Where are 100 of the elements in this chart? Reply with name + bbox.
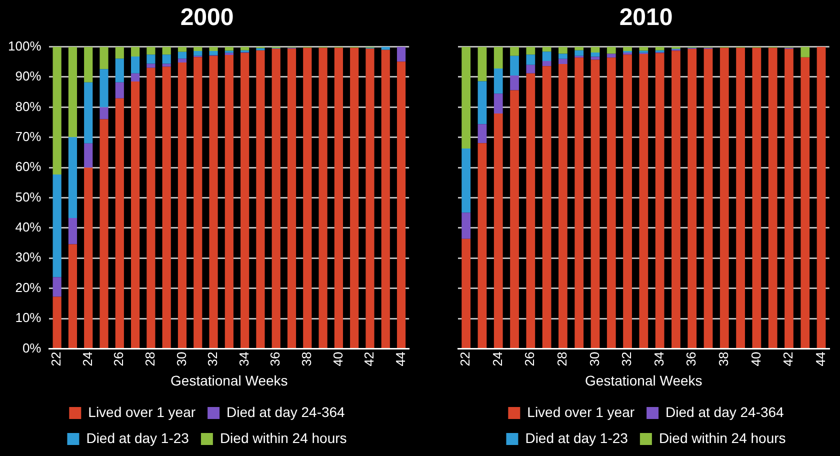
bar: [606, 58, 616, 348]
x-axis-title: Gestational Weeks: [170, 372, 288, 388]
y-tick-label: 40%: [15, 220, 42, 235]
bar: [84, 143, 93, 168]
x-tick-label: 26: [522, 352, 538, 366]
bar: [115, 58, 124, 82]
bar: [115, 82, 124, 98]
bar: [510, 75, 519, 90]
bar: [194, 51, 202, 56]
bar: [542, 52, 552, 61]
bar: [68, 218, 78, 244]
bar: [494, 46, 503, 69]
bar: [84, 168, 93, 348]
legend-label: Died at day 1-23: [86, 430, 190, 446]
bar: [240, 52, 250, 348]
y-tick-label: 50%: [15, 189, 42, 204]
x-tick-label: 34: [236, 352, 252, 366]
x-tick-label: 28: [554, 352, 570, 366]
chart-title: 2000: [180, 4, 234, 32]
bar: [720, 48, 729, 348]
x-tick-label: 38: [716, 352, 731, 366]
bar: [350, 48, 359, 348]
bar: [478, 81, 487, 124]
x-tick-label: 24: [80, 352, 95, 366]
bar: [272, 48, 280, 348]
bar: [590, 60, 600, 348]
bar: [752, 48, 762, 348]
bar: [462, 212, 471, 239]
bar: [574, 46, 584, 50]
bar: [800, 57, 810, 348]
bar: [240, 46, 250, 50]
x-tick-label: 36: [684, 352, 699, 366]
bar: [542, 66, 552, 348]
bar: [639, 54, 648, 348]
x-tick-label: 42: [780, 352, 796, 366]
bar: [381, 50, 390, 348]
bar: [100, 69, 108, 108]
bar: [606, 54, 616, 58]
bar: [100, 46, 108, 70]
bar: [162, 64, 171, 67]
bar: [494, 114, 503, 348]
bar: [768, 48, 778, 348]
bar: [224, 54, 234, 348]
bar: [510, 90, 519, 348]
legend-label: Died at day 24-364: [666, 404, 784, 420]
bar: [688, 48, 697, 348]
bar: [590, 52, 600, 57]
chart-title: 2010: [619, 4, 673, 32]
bar: [162, 46, 171, 55]
bar: [130, 46, 140, 56]
bar: [256, 50, 265, 348]
bar: [526, 64, 536, 74]
bar: [526, 54, 536, 65]
bar: [194, 57, 202, 348]
bar: [396, 62, 406, 348]
bar: [462, 46, 471, 149]
bar: [462, 148, 471, 213]
legend-label: Died within 24 hours: [658, 430, 786, 446]
bar: [209, 51, 218, 56]
bar: [510, 56, 519, 76]
bar: [494, 94, 503, 114]
bar: [209, 46, 218, 52]
bar: [84, 82, 93, 144]
bar: [146, 64, 156, 68]
bar: [209, 56, 218, 348]
bar: [178, 58, 187, 62]
bar: [462, 238, 471, 348]
y-tick-label: 100%: [8, 38, 42, 54]
bar: [178, 62, 187, 348]
bar: [100, 107, 108, 120]
x-tick-label: 30: [586, 352, 602, 366]
bar: [639, 46, 648, 51]
bar: [162, 66, 171, 348]
bar: [478, 46, 487, 82]
bar: [558, 46, 568, 54]
x-tick-label: 32: [205, 352, 220, 366]
bar: [194, 46, 202, 52]
x-tick-label: 28: [142, 352, 158, 366]
bar: [623, 46, 632, 52]
legend-label: Died within 24 hours: [220, 430, 347, 446]
bar: [52, 277, 62, 297]
bar: [115, 46, 124, 59]
bar: [178, 46, 187, 52]
bar: [478, 124, 487, 144]
y-tick-label: 90%: [15, 68, 42, 84]
x-tick-label: 38: [298, 352, 314, 366]
bar: [100, 119, 108, 348]
bar: [606, 46, 616, 54]
x-tick-label: 22: [48, 352, 64, 366]
bar: [146, 54, 156, 64]
legend-label: Died at day 1-23: [525, 430, 628, 446]
bar: [366, 48, 374, 348]
bar: [704, 48, 713, 348]
bar: [381, 46, 390, 50]
bar: [130, 82, 140, 348]
bar: [318, 48, 328, 348]
y-tick-label: 20%: [15, 280, 42, 295]
bar: [816, 46, 826, 348]
bar: [68, 244, 78, 348]
bar: [146, 68, 156, 348]
